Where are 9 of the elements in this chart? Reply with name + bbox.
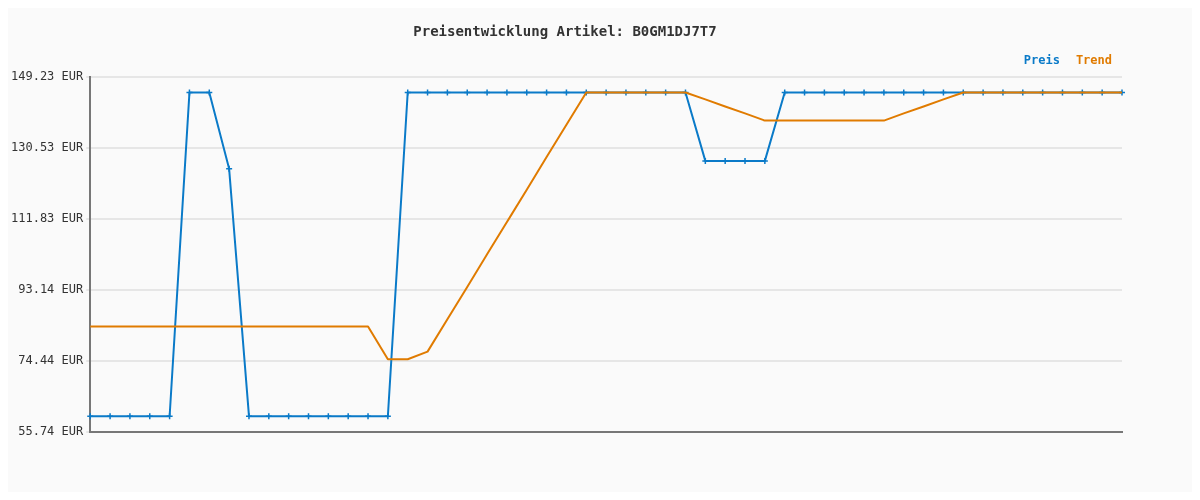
y-tick-label: 130.53 EUR [11, 139, 85, 154]
y-tick-label: 149.23 EUR [11, 68, 85, 83]
text: Trend [1075, 52, 1112, 67]
y-tick-label: 93.14 EUR [18, 282, 85, 297]
y-tick-label: 74.44 EUR [18, 353, 85, 368]
chart-title: Preisentwicklung Artikel: B0GM1DJ7T7 [413, 23, 717, 40]
series-label: Preis [1023, 52, 1060, 67]
y-tick-label: 111.83 EUR [11, 211, 85, 226]
y-tick-label: 55.74 EUR [18, 424, 85, 439]
